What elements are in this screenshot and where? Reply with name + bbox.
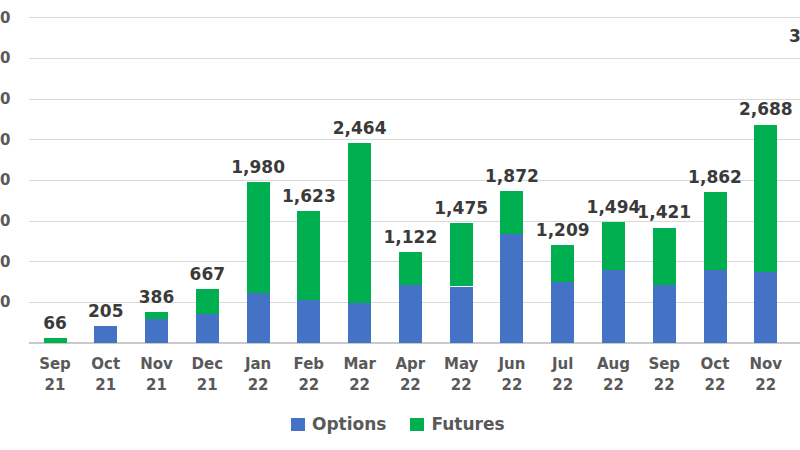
options-bar-segment (94, 326, 117, 343)
bar-total-label: 667 (190, 264, 226, 285)
x-axis-category-label: Oct22 (701, 354, 730, 396)
futures-bar-segment (653, 228, 676, 286)
bar-total-label: 205 (88, 301, 124, 322)
futures-swatch-icon (410, 418, 424, 431)
futures-bar-segment (450, 223, 473, 286)
bar-total-label: 2,464 (333, 118, 387, 139)
bar-total-label: 1,122 (383, 227, 437, 248)
bar-total-label: 1,872 (485, 166, 539, 187)
x-axis-category-label: Sep21 (39, 354, 71, 396)
y-axis-tick-label: 0 (0, 293, 10, 311)
options-bar-segment (704, 270, 727, 343)
gridline (29, 58, 800, 59)
y-axis-tick-label: 0 (0, 90, 10, 108)
legend-label: Options (312, 416, 386, 433)
bar-total-label: 1,494 (587, 197, 641, 218)
options-swatch-icon (291, 418, 305, 431)
legend-label: Futures (431, 416, 504, 433)
legend-item-options: Options (291, 416, 386, 433)
x-axis-category-label: Dec21 (192, 354, 224, 396)
futures-bar-segment (196, 289, 219, 314)
options-bar-segment (399, 285, 422, 343)
options-bar-segment (348, 303, 371, 343)
x-axis-category-label: Oct21 (91, 354, 120, 396)
options-bar-segment (450, 287, 473, 344)
gridline (29, 99, 800, 100)
x-axis-category-label: Sep22 (648, 354, 680, 396)
x-axis-category-label: Mar22 (343, 354, 375, 396)
y-axis-tick-label: 0 (0, 212, 10, 230)
options-bar-segment (551, 282, 574, 343)
gridline (29, 180, 800, 181)
gridline (29, 17, 800, 18)
futures-bar-segment (704, 192, 727, 270)
legend-item-futures: Futures (410, 416, 504, 433)
y-axis-tick-label: 0 (0, 253, 10, 271)
options-bar-segment (297, 300, 320, 343)
y-axis-tick-label: 0 (0, 131, 10, 149)
x-axis-category-label: Jul22 (552, 354, 573, 396)
x-axis-category-label: Jun22 (498, 354, 525, 396)
x-axis-category-label: Feb22 (294, 354, 325, 396)
bar-total-label: 1,980 (231, 157, 285, 178)
options-bar-segment (500, 234, 523, 343)
options-bar-segment (653, 285, 676, 343)
y-axis-tick-label: 0 (0, 9, 10, 27)
bar-total-label: 66 (43, 313, 67, 334)
y-axis-tick-label: 0 (0, 171, 10, 189)
x-axis-category-label: May22 (444, 354, 478, 396)
gridline (29, 139, 800, 140)
bar-total-label: 1,862 (688, 167, 742, 188)
options-bar-segment (145, 319, 168, 343)
futures-bar-segment (348, 143, 371, 304)
options-bar-segment (247, 293, 270, 343)
x-axis-category-label: Apr22 (396, 354, 426, 396)
x-axis-category-label: Nov22 (749, 354, 782, 396)
bar-total-label: 1,209 (536, 220, 590, 241)
bar-total-label: 1,475 (434, 198, 488, 219)
futures-bar-segment (399, 252, 422, 285)
bar-total-label: 1,623 (282, 186, 336, 207)
bar-total-label: 1,421 (637, 202, 691, 223)
options-bar-segment (754, 272, 777, 343)
futures-bar-segment (551, 245, 574, 282)
stacked-bar-chart: 0 0 0 0 0 0 0 0 66 205 386 667 1,980 1,623 2,464 1,122… (0, 0, 800, 450)
bar-total-label: 2,688 (739, 99, 793, 120)
futures-bar-segment (247, 182, 270, 293)
futures-bar-segment (602, 222, 625, 271)
x-axis-category-label: Aug22 (597, 354, 630, 396)
futures-bar-segment (754, 125, 777, 272)
futures-bar-segment (297, 211, 320, 300)
futures-bar-segment (145, 312, 168, 319)
x-axis-category-label: Nov21 (140, 354, 173, 396)
bar-total-label: 386 (139, 287, 175, 308)
clipped-data-label: 3 (789, 26, 800, 47)
legend: Options Futures (291, 416, 505, 433)
x-axis-category-label: Jan22 (245, 354, 271, 396)
futures-bar-segment (500, 191, 523, 234)
options-bar-segment (602, 270, 625, 343)
y-axis-tick-label: 0 (0, 49, 10, 67)
options-bar-segment (196, 314, 219, 343)
futures-bar-segment (44, 338, 67, 343)
